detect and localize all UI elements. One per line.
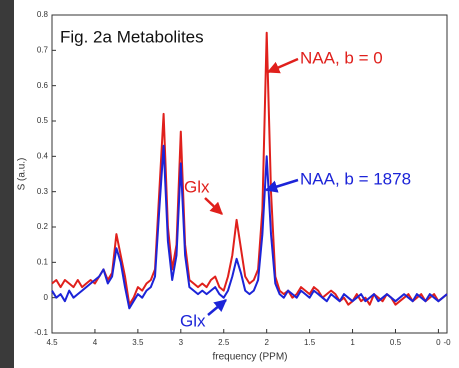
arrow: [205, 198, 222, 214]
x-tick-label: 1: [350, 338, 355, 347]
annotation: NAA, b = 1878: [300, 169, 411, 188]
annotation: NAA, b = 0: [300, 48, 383, 67]
chart: -0.1 0 0.1 0.2 0.3 0.4 0.5 0.6 0.7 0.8 4.5 4 3.5 3 2.5…: [0, 0, 459, 368]
x-tick-label: 1.5: [304, 338, 316, 347]
y-axis-label: S (a.u.): [17, 158, 28, 191]
x-tick-label: 4.5: [46, 338, 58, 347]
x-tick-label: 2.5: [218, 338, 230, 347]
y-tick-label: 0.7: [37, 45, 49, 54]
y-tick-label: 0.5: [37, 116, 49, 125]
y-tick-label: 0.1: [37, 257, 49, 266]
x-tick-label: 3: [179, 338, 184, 347]
y-tick-label: 0.6: [37, 81, 49, 90]
x-tick-label: 4: [93, 338, 98, 347]
x-tick-label: 0.5: [390, 338, 402, 347]
x-tick-label: -0: [443, 338, 451, 347]
chart-title: Fig. 2a Metabolites: [60, 27, 204, 46]
x-axis-label: frequency (PPM): [212, 352, 287, 363]
y-tick-label: 0.8: [37, 10, 49, 19]
y-tick-label: -0.1: [34, 328, 48, 337]
x-tick-label: 2: [264, 338, 269, 347]
y-tick-label: 0.4: [37, 151, 49, 160]
y-tick-label: 0.2: [37, 222, 49, 231]
y-tick-label: 0.3: [37, 187, 49, 196]
arrow: [268, 59, 298, 72]
background-strip: [0, 0, 14, 368]
x-tick-label: 0: [436, 338, 441, 347]
annotation: Glx: [180, 311, 206, 330]
y-tick-label: 0: [44, 293, 49, 302]
page: {"chart_data": {"type": "line", "title":…: [0, 0, 459, 368]
annotation: Glx: [184, 177, 210, 196]
arrow: [208, 300, 226, 315]
x-tick-label: 3.5: [132, 338, 144, 347]
